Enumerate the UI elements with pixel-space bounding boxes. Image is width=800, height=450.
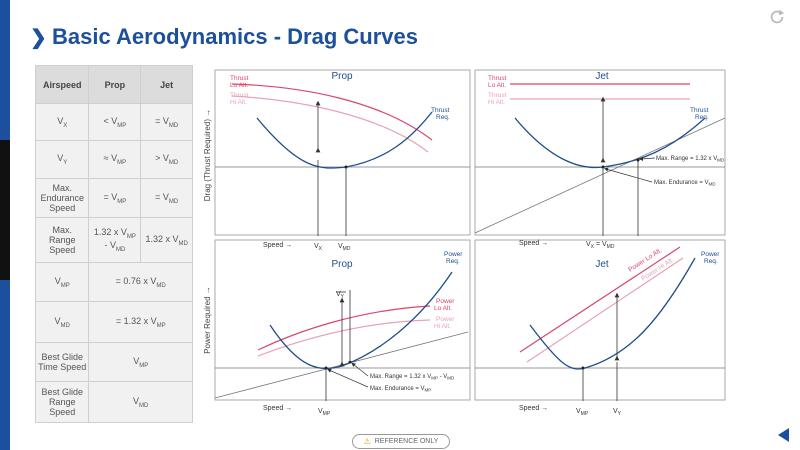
thrust-hi-alt-curve <box>231 95 429 153</box>
power-required-curve <box>269 271 453 370</box>
row-label: Max. Range Speed <box>34 217 90 263</box>
prop-max-endurance-pointer <box>327 368 369 388</box>
tick-vx-vmd: VX = VMD <box>586 241 615 250</box>
table-row: VMP = 0.76 x VMD <box>34 262 193 302</box>
tick-vmp: VMP <box>318 408 331 417</box>
max-range-pointer <box>638 156 656 161</box>
jet-vmp-point <box>581 366 585 370</box>
jet-max-endurance-label: Max. Endurance = VMD <box>654 180 716 187</box>
page-title: Basic Aerodynamics - Drag Curves <box>52 24 418 49</box>
tick-vmd: VMD <box>338 243 351 252</box>
table-header-row: Airspeed Prop Jet <box>34 65 193 104</box>
tick-jet-vy: VY <box>613 408 622 417</box>
jet-thrust-lo-label: Thrust Lo Alt. <box>488 75 507 89</box>
prop-max-endurance-label: Max. Endurance = VMP <box>370 386 431 393</box>
y-axis-label-drag: Drag (Thrust Required) → <box>203 109 212 201</box>
table-row: VY ≈ VMP > VMD <box>34 140 193 179</box>
prop-cell: 1.32 x VMP - VMD <box>88 217 142 263</box>
jet-thrust-hi-label: Thrust Hi Alt. <box>488 92 507 106</box>
thrust-hi-label: Thrust Hi Alt. <box>230 92 249 106</box>
jet-cell: > VMD <box>140 140 193 179</box>
jet-power-title: Jet <box>595 259 609 270</box>
prop-cell: = VMP <box>88 178 142 218</box>
power-hi-label: Power Hi Alt. <box>434 316 455 330</box>
tangent-line <box>474 117 726 234</box>
prop-max-range-point <box>348 360 352 364</box>
left-accent-notch <box>0 140 10 280</box>
drag-curves-diagram: Drag (Thrust Required) → Power Required … <box>203 69 726 417</box>
jet-drag-title: Jet <box>595 71 609 82</box>
prop-cell: < VMP <box>88 103 142 141</box>
prop-drag-title: Prop <box>331 71 353 82</box>
chevron-right-icon: ❯ <box>30 26 47 49</box>
thrust-lo-label: Thrust Lo Alt. <box>230 75 249 89</box>
max-endurance-pointer <box>603 167 653 183</box>
row-label: Best Glide Range Speed <box>34 381 90 423</box>
vmd-point <box>344 165 348 169</box>
table-row: VMD = 1.32 x VMP <box>34 301 193 343</box>
jet-power-req-label: Power Req. <box>701 251 720 265</box>
table-row: Best Glide Time Speed VMP <box>34 342 193 382</box>
table-row: Best Glide Range Speed VMD <box>34 381 193 423</box>
thrust-required-curve <box>256 111 433 169</box>
table-row: Max. Range Speed 1.32 x VMP - VMD 1.32 x … <box>34 217 193 263</box>
jet-vmd-point <box>601 165 605 169</box>
reference-only-badge: ⚠ REFERENCE ONLY <box>352 434 450 449</box>
merged-cell: VMP <box>88 342 193 382</box>
jet-max-range-point <box>636 158 640 162</box>
prop-power-title: Prop <box>331 259 353 270</box>
jet-max-range-label: Max. Range = 1.32 x VMD <box>656 156 725 163</box>
prop-drag-frame <box>214 69 471 236</box>
speed-label: Speed → <box>519 405 548 412</box>
row-label: VMD <box>34 301 90 343</box>
table-header: Airspeed <box>34 65 90 104</box>
speed-label: Speed → <box>263 405 292 412</box>
merged-cell: VMD <box>88 381 193 423</box>
jet-thrust-req-label: Thrust Req. <box>690 107 709 121</box>
prop-cell: ≈ VMP <box>88 140 142 179</box>
prop-max-range-label: Max. Range = 1.32 x VMP - VMD <box>370 374 455 381</box>
table-header: Prop <box>88 65 142 104</box>
page-header: ❯ Basic Aerodynamics - Drag Curves <box>30 22 418 52</box>
refresh-icon[interactable] <box>768 8 786 26</box>
y-axis-label-power: Power Required → <box>203 286 212 354</box>
jet-power-lo-line <box>519 246 681 353</box>
power-lo-label: Power Lo Alt. <box>434 298 455 312</box>
vmp-point <box>324 366 328 370</box>
vy-label: VY <box>336 291 345 300</box>
table-row: Max. Endurance Speed = VMP = VMD <box>34 178 193 218</box>
row-label: Best Glide Time Speed <box>34 342 90 382</box>
speed-label: Speed → <box>519 240 548 247</box>
power-lo-alt-curve <box>257 305 431 351</box>
jet-cell: = VMD <box>140 103 193 141</box>
merged-cell: = 1.32 x VMP <box>88 301 193 343</box>
row-label: Max. Endurance Speed <box>34 178 90 218</box>
row-label: VY <box>34 140 90 179</box>
jet-cell: = VMD <box>140 178 193 218</box>
tick-jet-vmp: VMP <box>576 408 589 417</box>
table-header: Jet <box>140 65 193 104</box>
jet-power-frame <box>474 239 726 401</box>
table-row: VX < VMP = VMD <box>34 103 193 141</box>
speed-label: Speed → <box>263 242 292 249</box>
power-req-label: Power Req. <box>444 251 463 265</box>
thrust-lo-alt-curve <box>231 83 433 141</box>
warning-icon: ⚠ <box>363 437 371 446</box>
merged-cell: = 0.76 x VMD <box>88 262 193 302</box>
jet-power-required-curve <box>529 257 696 370</box>
power-hi-alt-curve <box>257 319 431 357</box>
row-label: VMP <box>34 262 90 302</box>
jet-power-hi-line <box>526 257 684 363</box>
thrust-req-label: Thrust Req. <box>431 107 450 121</box>
reference-label: REFERENCE ONLY <box>374 438 439 445</box>
jet-cell: 1.32 x VMD <box>140 217 193 263</box>
prop-max-range-pointer <box>351 362 369 377</box>
tick-vx: VX <box>314 243 323 252</box>
previous-slide-button[interactable] <box>778 428 789 442</box>
airspeed-table: Airspeed Prop Jet VX < VMP = VMD VY ≈ VM… <box>34 65 193 423</box>
jet-drag-frame <box>474 69 726 236</box>
row-label: VX <box>34 103 90 141</box>
prop-power-frame <box>214 239 471 401</box>
